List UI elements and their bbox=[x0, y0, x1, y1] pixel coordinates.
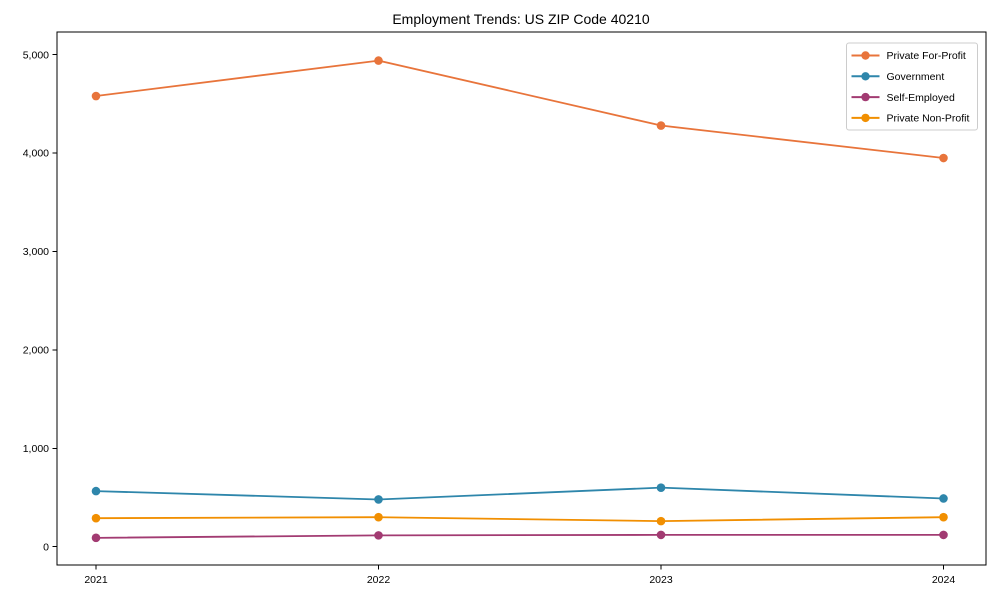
y-tick-label: 3,000 bbox=[23, 246, 49, 258]
x-tick-label: 2021 bbox=[84, 574, 108, 586]
legend-marker-dot-government bbox=[861, 72, 870, 81]
legend-label-self-employed: Self-Employed bbox=[887, 92, 955, 104]
legend-marker-dot-private-for-profit bbox=[861, 51, 870, 60]
y-tick-label: 1,000 bbox=[23, 443, 49, 455]
legend-label-government: Government bbox=[887, 71, 945, 83]
legend-entry-private-non-profit: Private Non-Profit bbox=[851, 113, 970, 125]
legend-marker-dot-self-employed bbox=[861, 92, 870, 102]
data-point-self-employed-2021 bbox=[91, 533, 101, 543]
data-point-private-for-profit-2023 bbox=[656, 121, 666, 130]
legend-label-private-for-profit: Private For-Profit bbox=[887, 50, 966, 62]
series-line-private-for-profit bbox=[95, 59, 945, 159]
legend-entry-government: Government bbox=[851, 71, 945, 83]
data-point-private-non-profit-2023 bbox=[656, 516, 666, 526]
data-point-private-non-profit-2022 bbox=[374, 512, 383, 522]
legend-label-private-non-profit: Private Non-Profit bbox=[887, 113, 970, 125]
legend-entry-self-employed: Self-Employed bbox=[851, 92, 955, 104]
x-tick-label: 2023 bbox=[649, 574, 673, 586]
data-point-private-for-profit-2022 bbox=[374, 56, 383, 65]
data-point-private-non-profit-2021 bbox=[91, 513, 101, 523]
series-line-government bbox=[95, 486, 945, 501]
data-point-government-2022 bbox=[374, 495, 383, 504]
data-point-private-for-profit-2021 bbox=[91, 91, 101, 101]
series-line-self-employed bbox=[95, 533, 945, 539]
chart-title: Employment Trends: US ZIP Code 40210 bbox=[392, 11, 650, 27]
plot-area: 0 1,000 2,000 3,000 4,000 5,000 2021 2022 2023 20… bbox=[23, 31, 987, 586]
legend-entry-private-for-profit: Private For-Profit bbox=[851, 50, 966, 62]
y-tick-label: 5,000 bbox=[23, 49, 49, 61]
data-point-government-2023 bbox=[656, 483, 666, 492]
x-tick-label: 2022 bbox=[367, 574, 391, 586]
data-point-government-2021 bbox=[91, 486, 101, 496]
data-point-self-employed-2022 bbox=[374, 531, 383, 540]
data-point-self-employed-2023 bbox=[656, 530, 666, 540]
data-point-private-non-profit-2024 bbox=[939, 512, 948, 522]
plot-area-border bbox=[56, 31, 987, 566]
data-point-private-for-profit-2024 bbox=[939, 153, 948, 163]
y-tick-label: 4,000 bbox=[23, 148, 49, 160]
data-point-self-employed-2024 bbox=[939, 530, 948, 540]
x-tick-label: 2024 bbox=[932, 574, 956, 586]
legend-box bbox=[846, 42, 978, 131]
data-point-government-2024 bbox=[939, 494, 948, 503]
series-line-private-non-profit bbox=[95, 516, 945, 523]
y-tick-label: 0 bbox=[43, 541, 49, 553]
y-tick-label: 2,000 bbox=[23, 345, 49, 357]
legend-marker-dot-private-non-profit bbox=[861, 113, 870, 123]
legend: Private For-Profit Government Self-Employe… bbox=[846, 42, 978, 131]
